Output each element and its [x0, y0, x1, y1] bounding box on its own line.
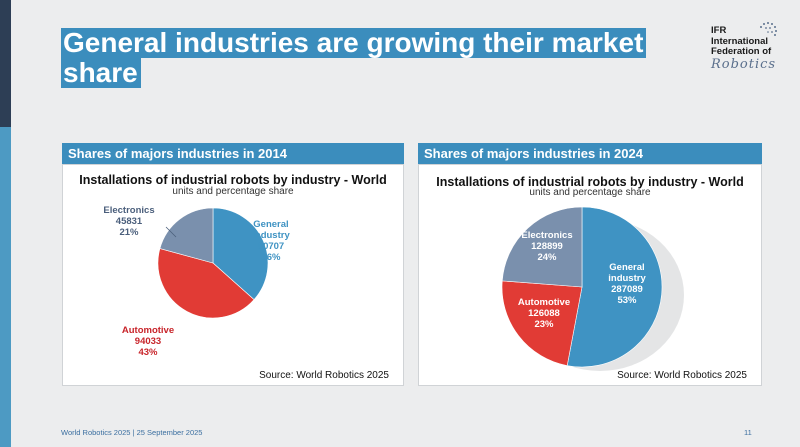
leader-line	[165, 226, 177, 238]
pie-slice-automotive	[157, 248, 255, 319]
pie-slice-general-industry	[212, 207, 269, 301]
data-label-electronics: Electronics 128899 24%	[521, 230, 572, 263]
chart-panel-2014: Installations of industrial robots by in…	[62, 164, 404, 386]
pie-slice-automotive	[501, 280, 583, 366]
chart-title: Installations of industrial robots by in…	[436, 175, 744, 189]
panel-header-2024: Shares of majors industries in 2024	[418, 143, 762, 164]
chart-subtitle: units and percentage share	[529, 187, 651, 198]
pie-slice-general-industry	[566, 206, 663, 368]
side-bar-dark	[0, 0, 11, 127]
page-number: 11	[744, 428, 752, 437]
data-label-automotive: Automotive 126088 23%	[518, 297, 570, 330]
logo-line-3: Federation of	[711, 46, 772, 57]
data-label-electronics: Electronics 45831 21%	[103, 205, 154, 238]
logo-script: Robotics	[711, 56, 777, 72]
pie-slice-electronics	[159, 207, 214, 264]
title-line-2: share	[61, 58, 141, 88]
title-line-1: General industries are growing their mar…	[61, 28, 647, 58]
data-label-general: General industry 287089 53%	[608, 262, 646, 306]
pie-chart-2024: General industry 287089 53% Automotive 126088…	[501, 206, 684, 371]
logo-swirl-icon	[760, 22, 777, 36]
panel-header-2014: Shares of majors industries in 2014	[62, 143, 404, 164]
data-label-general: General industry 80707 36%	[252, 219, 290, 263]
chart-source: Source: World Robotics 2025	[617, 370, 747, 381]
ifr-logo: IFR International Federation of Robotics	[711, 22, 783, 76]
pie-slice-electronics	[501, 206, 583, 288]
pie-chart-2014: General industry 80707 36% Automotive 94033 43…	[103, 205, 290, 358]
chart-subtitle: units and percentage share	[172, 186, 294, 197]
slide-title: General industries are growing their mar…	[61, 28, 647, 88]
chart-panel-2024: Installations of industrial robots by in…	[418, 164, 762, 386]
chart-source: Source: World Robotics 2025	[259, 370, 389, 381]
side-bar-blue	[0, 127, 11, 447]
logo-line-1: IFR	[711, 25, 727, 36]
footer-text: World Robotics 2025 | 25 September 2025	[61, 428, 203, 437]
data-label-automotive: Automotive 94033 43%	[122, 325, 174, 358]
logo-line-2: International	[711, 35, 769, 47]
chart-title: Installations of industrial robots by in…	[79, 173, 387, 187]
